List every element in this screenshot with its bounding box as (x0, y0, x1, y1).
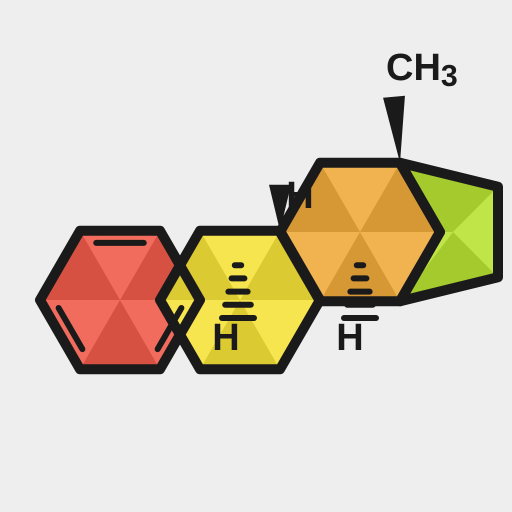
facet-shading (40, 163, 498, 370)
hydrogen-top-label: H (286, 175, 313, 217)
hydrogen-left-label: H (212, 317, 239, 359)
methyl-label: CH3 (386, 47, 458, 93)
steroid-skeleton-diagram: CH3 H H H (0, 0, 512, 512)
hydrogen-right-label: H (336, 317, 363, 359)
